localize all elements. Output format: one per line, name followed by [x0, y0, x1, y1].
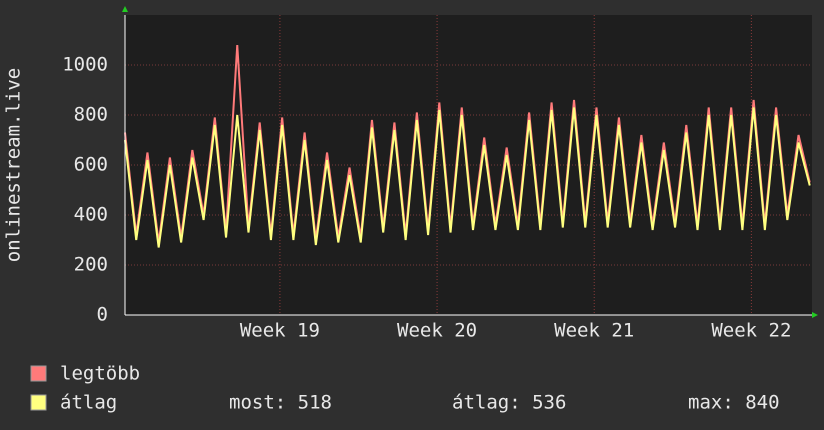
series-line — [124, 107, 811, 248]
y-tick-label: 200 — [74, 254, 108, 276]
legend-swatch — [30, 365, 47, 382]
y-tick-label: 1000 — [62, 54, 108, 76]
plot-area — [125, 15, 812, 315]
x-tick-label: Week 20 — [397, 320, 477, 342]
axis-arrow — [122, 6, 128, 12]
legend-stat: átlag: 536 — [452, 392, 566, 414]
legend-stat: most: 518 — [229, 392, 332, 414]
x-tick-label: Week 22 — [711, 320, 791, 342]
legend-label: átlag — [60, 392, 117, 414]
y-tick-label: 600 — [74, 154, 108, 176]
legend-label: legtöbb — [60, 363, 140, 385]
y-axis-label: onlinestream.live — [3, 68, 25, 262]
x-tick-label: Week 19 — [240, 320, 320, 342]
axis-arrow — [812, 312, 818, 318]
y-tick-label: 800 — [74, 104, 108, 126]
y-tick-label: 0 — [97, 304, 108, 326]
x-tick-label: Week 21 — [554, 320, 634, 342]
y-tick-label: 400 — [74, 204, 108, 226]
legend-stat: max: 840 — [688, 392, 780, 414]
legend-swatch — [30, 394, 47, 411]
